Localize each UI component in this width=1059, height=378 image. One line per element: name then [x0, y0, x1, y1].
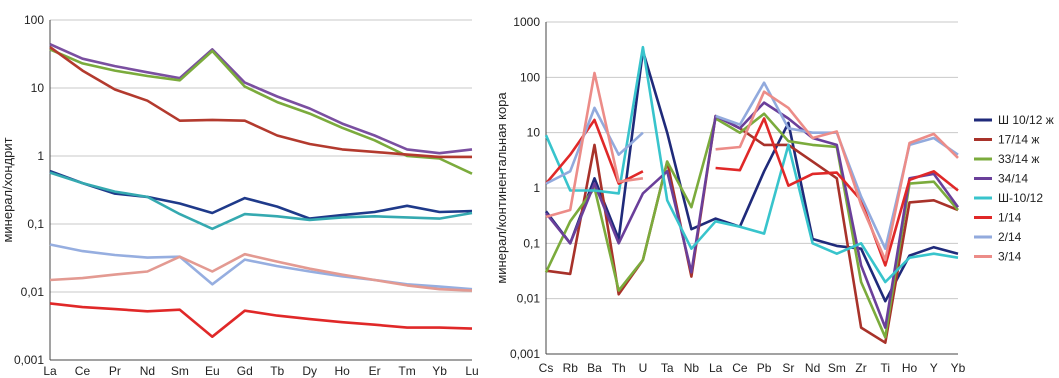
x-tick-label: Yb — [951, 361, 966, 375]
x-tick-label: Ti — [881, 361, 891, 375]
x-tick-label: Nd — [140, 364, 155, 378]
x-tick-label: Nd — [805, 361, 820, 375]
x-tick-label: Eu — [205, 364, 220, 378]
y-tick-label: 100 — [24, 13, 44, 27]
y-tick-label: 1 — [533, 181, 540, 195]
legend-label: 3/14 — [998, 250, 1022, 264]
x-tick-label: Cs — [539, 361, 554, 375]
series-line — [49, 46, 472, 159]
x-tick-label: Pr — [109, 364, 121, 378]
y-tick-label: 0,01 — [21, 285, 45, 299]
y-tick-label: 0,1 — [523, 236, 540, 250]
y-tick-label: 1000 — [513, 15, 540, 29]
trace-element-crust-chart: 0,001 0,01 0,1 1 10 100 1000 Cs Rb Ba Th U Ta Nb La Ce P… — [494, 15, 966, 375]
x-tick-label: Ce — [75, 364, 91, 378]
legend-label: 2/14 — [998, 230, 1022, 244]
legend-label: Ш-10/12 — [998, 191, 1043, 205]
x-tick-label: Er — [369, 364, 381, 378]
x-tick-label: Pb — [757, 361, 772, 375]
y-tick-label: 100 — [520, 70, 540, 84]
series-line — [715, 117, 959, 267]
y-tick-label: 0,1 — [27, 217, 44, 231]
x-tick-label: Ho — [334, 364, 350, 378]
y-tick-label: 1 — [37, 149, 44, 163]
series-line — [544, 49, 959, 303]
y-tick-label: 0,001 — [510, 347, 540, 361]
y-tick-label: 10 — [527, 126, 541, 140]
y-tick-label: 10 — [31, 81, 45, 95]
x-tick-label: Ho — [902, 361, 918, 375]
series-line — [545, 106, 644, 185]
x-tick-label: Dy — [302, 364, 317, 378]
x-tick-label: Yb — [432, 364, 447, 378]
x-tick-label: Sm — [171, 364, 189, 378]
x-tick-label: Zr — [855, 361, 866, 375]
x-tick-label: U — [639, 361, 648, 375]
legend-label: 34/14 — [998, 172, 1028, 186]
x-tick-label: La — [43, 364, 57, 378]
series-line — [544, 45, 959, 284]
x-tick-label: Tb — [270, 364, 284, 378]
series-line — [544, 101, 960, 329]
legend-label: 33/14 ж — [998, 152, 1039, 166]
x-tick-label: Lu — [465, 364, 478, 378]
series-line — [49, 43, 473, 155]
x-tick-label: Gd — [237, 364, 253, 378]
series-line — [715, 90, 959, 262]
series-line — [49, 171, 473, 231]
y-axis-label: минерал/континентальная кора — [494, 92, 509, 284]
series-line — [544, 112, 959, 339]
x-tick-label: Rb — [563, 361, 579, 375]
legend-label: Ш 10/12 ж — [998, 113, 1054, 127]
y-tick-label: 0,001 — [14, 353, 44, 367]
x-tick-label: Sr — [782, 361, 794, 375]
legend-label: 1/14 — [998, 211, 1022, 225]
y-tick-label: 0,01 — [517, 292, 541, 306]
x-tick-label: Nb — [684, 361, 700, 375]
series-line — [49, 252, 473, 292]
series-line — [715, 81, 959, 250]
legend-label: 17/14 ж — [998, 133, 1039, 147]
chart-legend: Ш 10/12 ж 17/14 ж 33/14 ж 34/14 Ш-10/12 1/14 2… — [974, 113, 1054, 264]
x-tick-label: Ce — [732, 361, 748, 375]
series-line — [545, 71, 644, 219]
series-line — [49, 169, 473, 220]
x-tick-label: Sm — [828, 361, 846, 375]
y-axis-label: минерал/хондрит — [0, 137, 15, 242]
x-tick-label: Ba — [587, 361, 602, 375]
x-tick-label: Th — [612, 361, 626, 375]
x-tick-label: Tm — [398, 364, 415, 378]
ree-chondrite-chart: 0,001 0,01 0,1 1 10 100 La Ce Pr Nd Sm Eu Gd Tb Dy Ho Er… — [0, 13, 479, 378]
x-tick-label: Y — [930, 361, 938, 375]
series-line — [49, 243, 473, 291]
x-tick-label: Ta — [661, 361, 674, 375]
x-tick-label: La — [709, 361, 723, 375]
series-line — [49, 302, 473, 339]
